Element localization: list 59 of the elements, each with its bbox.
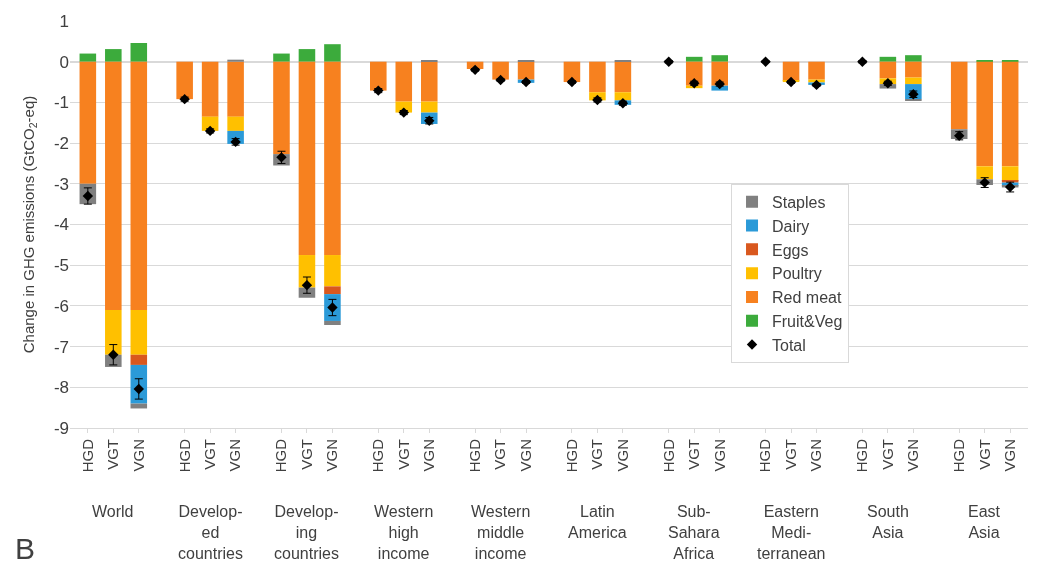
y-tick-label: -2 xyxy=(53,134,69,154)
x-tick-label: VGT xyxy=(781,439,799,470)
y-tick-label: -9 xyxy=(53,418,69,438)
text: World xyxy=(92,503,134,520)
text: Develop- ed countries xyxy=(178,503,243,562)
x-tick-label: VGT xyxy=(685,439,703,470)
legend-label: Fruit&Veg xyxy=(772,312,843,330)
x-tick-label: VGN xyxy=(129,439,147,472)
text: Western high income xyxy=(374,503,434,562)
text: Western middle income xyxy=(471,503,531,562)
x-tick-label: HGD xyxy=(369,438,387,473)
text: Latin America xyxy=(568,503,627,541)
y-tick-label: -5 xyxy=(53,256,69,276)
y-tick-label: -1 xyxy=(53,93,69,113)
legend-label: Staples xyxy=(772,193,826,211)
x-tick-label: VGT xyxy=(201,439,219,470)
x-tick-label: HGD xyxy=(78,438,96,473)
x-tick-label: VGN xyxy=(516,439,534,472)
x-tick-label: HGD xyxy=(950,438,968,473)
legend-label: Red meat xyxy=(772,289,842,307)
x-tick-label: VGT xyxy=(394,439,412,470)
x-tick-label: HGD xyxy=(562,438,580,473)
y-tick-label: -8 xyxy=(53,378,69,398)
x-tick-label: VGN xyxy=(904,439,922,472)
legend-label: Dairy xyxy=(772,217,810,235)
text: Sub- Sahara Africa xyxy=(668,503,720,562)
y-tick-label: -4 xyxy=(53,215,69,235)
legend-label: Poultry xyxy=(772,265,822,283)
x-tick-label: VGT xyxy=(491,439,509,470)
x-tick-label: VGN xyxy=(323,439,341,472)
x-tick-label: HGD xyxy=(465,438,483,473)
y-tick-label: 0 xyxy=(59,52,69,72)
x-tick-label: VGT xyxy=(878,439,896,470)
x-tick-label: VGT xyxy=(588,439,606,470)
x-tick-label: VGN xyxy=(807,439,825,472)
x-tick-label: VGN xyxy=(226,439,244,472)
x-tick-label: HGD xyxy=(853,438,871,473)
x-tick-label: VGN xyxy=(420,439,438,472)
text: South Asia xyxy=(867,503,909,541)
text: Eastern Medi- terranean xyxy=(757,503,826,562)
legend-label: Eggs xyxy=(772,241,809,259)
text: B xyxy=(15,532,36,565)
y-tick-label: -6 xyxy=(53,296,69,316)
x-tick-label: VGN xyxy=(613,439,631,472)
x-tick-label: HGD xyxy=(175,438,193,473)
x-tick-label: HGD xyxy=(659,438,677,473)
y-tick-label: -7 xyxy=(53,337,69,357)
x-tick-label: HGD xyxy=(756,438,774,473)
x-tick-label: VGT xyxy=(297,439,315,470)
x-tick-label: VGN xyxy=(1001,439,1019,472)
x-tick-label: VGN xyxy=(710,439,728,472)
x-tick-label: VGT xyxy=(975,439,993,470)
text: Develop- ing countries xyxy=(274,503,339,562)
x-tick-label: HGD xyxy=(272,438,290,473)
legend-label: Total xyxy=(772,336,806,354)
x-tick-label: VGT xyxy=(104,439,122,470)
text: East Asia xyxy=(968,503,1001,541)
y-tick-label: -3 xyxy=(53,174,69,194)
y-tick-label: 1 xyxy=(59,11,69,31)
